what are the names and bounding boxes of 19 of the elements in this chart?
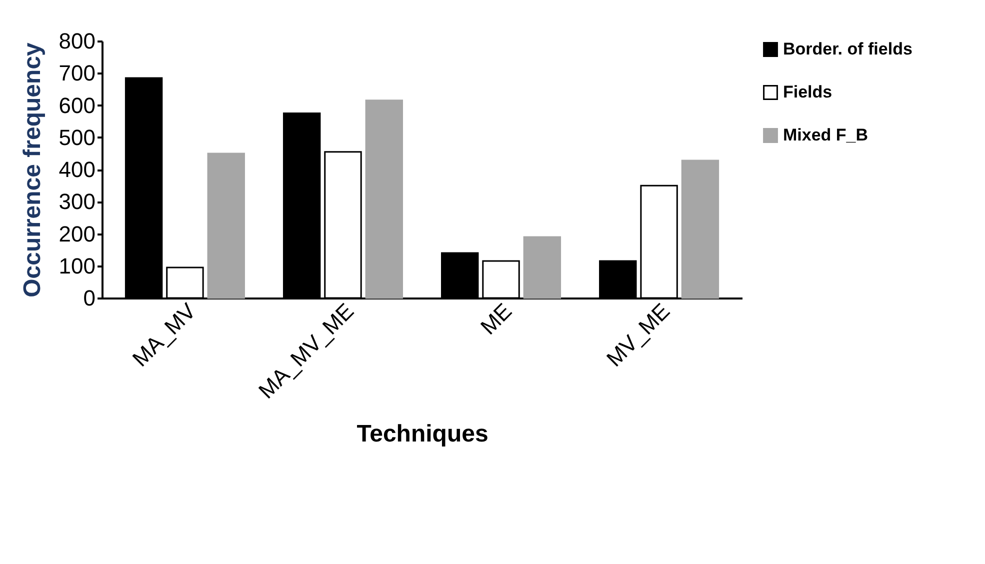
y-tick-label: 700 — [58, 60, 96, 86]
x-axis-title: Techniques — [356, 420, 488, 448]
y-tick-label: 0 — [83, 286, 96, 310]
legend-label: Border. of fields — [783, 40, 912, 58]
bar — [365, 100, 403, 299]
y-tick-label: 100 — [58, 253, 96, 278]
legend-label: Fields — [783, 82, 832, 102]
y-tick-label: 300 — [58, 189, 96, 214]
y-tick-label: 400 — [58, 157, 96, 182]
bar — [207, 152, 245, 299]
y-axis-title: Occurrence frequency — [18, 42, 46, 298]
y-tick-label: 800 — [58, 28, 96, 54]
y-tick-label: 600 — [58, 92, 96, 118]
bar — [681, 160, 720, 299]
x-tick-label: ME — [476, 298, 517, 340]
y-tick-label: 200 — [58, 221, 96, 246]
y-tick-label: 500 — [58, 124, 96, 150]
legend-label: Mixed F_B — [783, 126, 868, 144]
bar — [523, 236, 562, 299]
